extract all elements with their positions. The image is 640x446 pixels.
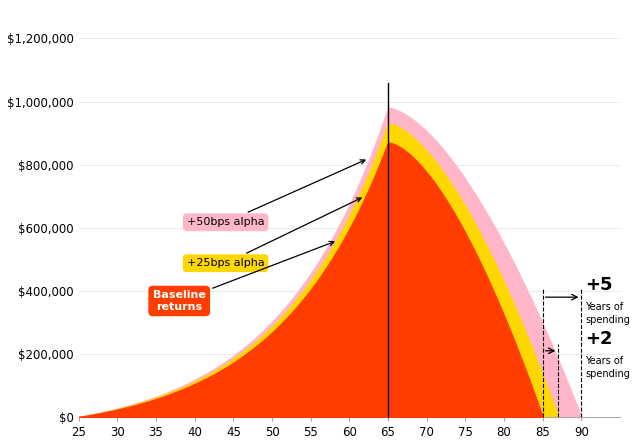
Text: +25bps alpha: +25bps alpha <box>187 198 361 268</box>
Text: +50bps alpha: +50bps alpha <box>187 160 365 227</box>
Text: Years of
spending: Years of spending <box>585 355 630 379</box>
Text: +2: +2 <box>585 330 612 347</box>
Text: +5: +5 <box>585 276 612 294</box>
Text: Baseline
returns: Baseline returns <box>153 241 334 312</box>
Text: Years of
spending: Years of spending <box>585 302 630 325</box>
